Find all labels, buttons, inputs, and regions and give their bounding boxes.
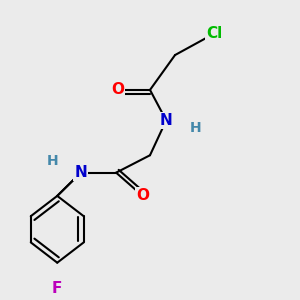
Text: O: O	[111, 82, 124, 98]
Text: F: F	[52, 281, 62, 296]
Text: Cl: Cl	[207, 26, 223, 41]
Text: O: O	[136, 188, 149, 203]
Text: H: H	[47, 154, 58, 168]
Text: H: H	[190, 121, 202, 135]
Text: N: N	[160, 113, 172, 128]
Text: N: N	[74, 165, 87, 180]
